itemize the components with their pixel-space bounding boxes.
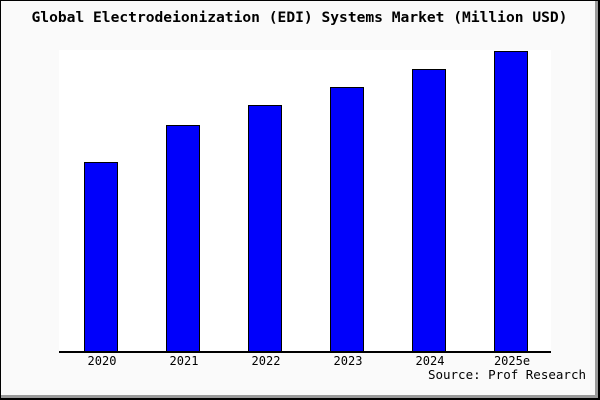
- x-tick-label-2025e: 2025e: [493, 354, 531, 368]
- x-tick-label-2022: 2022: [251, 354, 281, 368]
- bar-2022: [248, 105, 282, 351]
- bar-2024: [412, 69, 446, 351]
- chart-title: Global Electrodeionization (EDI) Systems…: [31, 9, 568, 26]
- bar-2020: [84, 162, 118, 351]
- plot-area: [59, 50, 551, 353]
- source-credit: Source: Prof Research: [427, 367, 586, 382]
- x-tick-label-2020: 2020: [87, 354, 117, 368]
- bar-2025e: [494, 51, 528, 351]
- x-tick-label-2021: 2021: [169, 354, 199, 368]
- x-tick-label-2024: 2024: [415, 354, 445, 368]
- bar-2023: [330, 87, 364, 351]
- bar-2021: [166, 125, 200, 351]
- x-tick-label-2023: 2023: [333, 354, 363, 368]
